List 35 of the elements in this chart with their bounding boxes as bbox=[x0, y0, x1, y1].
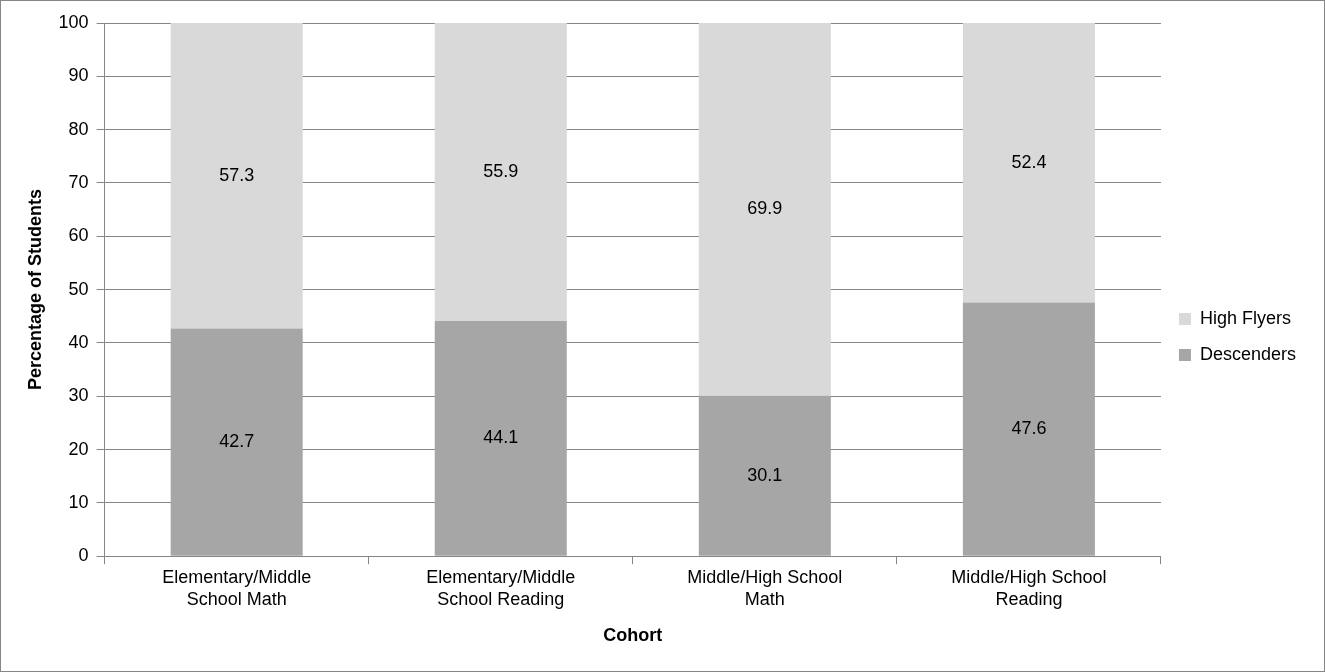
data-label: 55.9 bbox=[483, 161, 519, 181]
data-label: 42.7 bbox=[219, 431, 255, 452]
y-tick-label: 80 bbox=[68, 118, 89, 139]
bar bbox=[434, 23, 567, 322]
legend-label: Descenders bbox=[1199, 343, 1296, 364]
bar bbox=[434, 321, 567, 556]
data-label: 69.9 bbox=[747, 198, 783, 219]
y-tick-label: 0 bbox=[78, 545, 89, 566]
data-label: 30.1 bbox=[747, 464, 783, 485]
bar bbox=[698, 395, 831, 556]
bar bbox=[962, 23, 1095, 303]
y-tick-label: 90 bbox=[68, 65, 89, 86]
y-tick-label: 60 bbox=[68, 225, 89, 246]
bar bbox=[170, 23, 303, 329]
y-tick-label: 40 bbox=[68, 331, 89, 352]
y-axis-title: Percentage of Students bbox=[24, 189, 45, 391]
bar bbox=[170, 328, 303, 556]
y-tick-label: 50 bbox=[68, 278, 89, 299]
x-tick-label: Elementary/Middle School Math bbox=[162, 566, 312, 609]
data-label: 47.6 bbox=[1011, 418, 1047, 439]
bar bbox=[698, 23, 831, 396]
data-label: 52.4 bbox=[1011, 151, 1047, 172]
data-label: 44.1 bbox=[483, 427, 519, 448]
data-label: 57.3 bbox=[219, 164, 255, 185]
x-tick-label: Elementary/Middle School Reading bbox=[426, 566, 576, 609]
legend-label: High Flyers bbox=[1199, 307, 1291, 328]
y-tick-label: 30 bbox=[68, 385, 89, 406]
x-axis-title: Cohort bbox=[603, 625, 663, 646]
y-tick-label: 10 bbox=[68, 491, 89, 512]
y-tick-label: 100 bbox=[58, 11, 89, 32]
x-tick-label: Middle/High School Math bbox=[687, 566, 843, 609]
y-tick-label: 20 bbox=[68, 438, 89, 459]
bar bbox=[962, 302, 1095, 556]
y-tick-label: 70 bbox=[68, 171, 89, 192]
x-tick-label: Middle/High School Reading bbox=[951, 566, 1107, 609]
